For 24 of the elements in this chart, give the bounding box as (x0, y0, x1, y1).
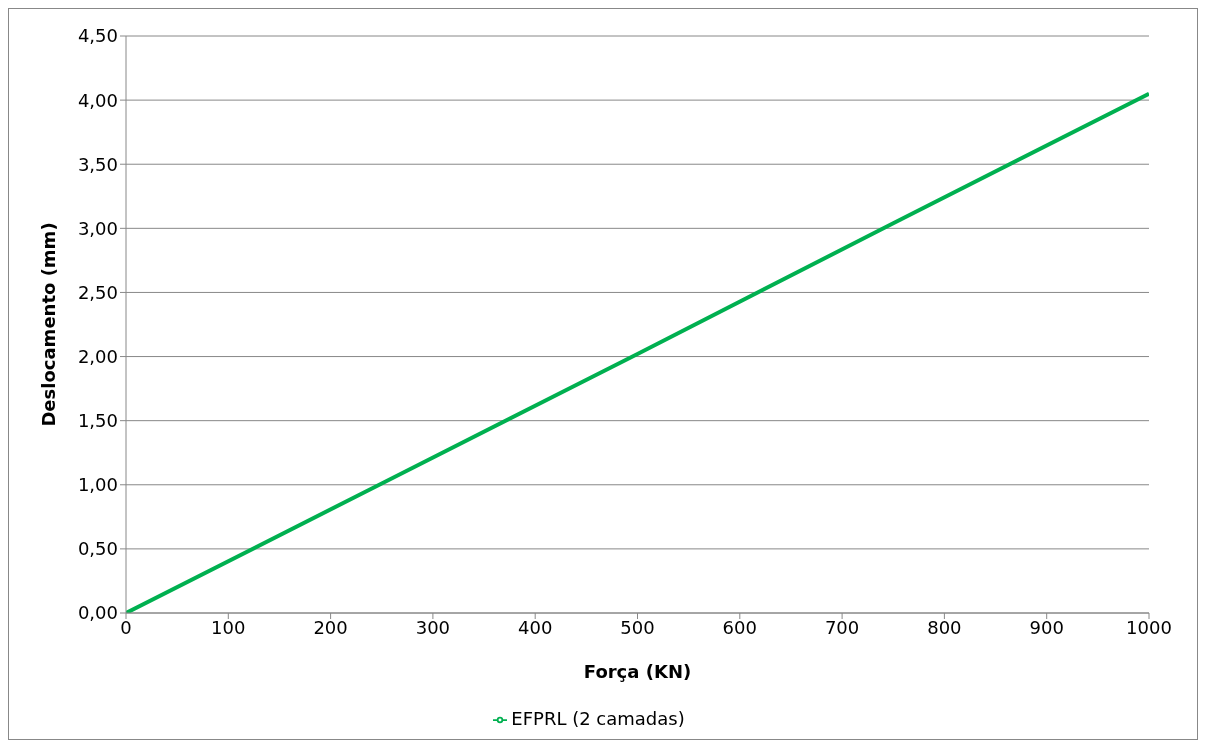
x-tick-label: 500 (620, 616, 655, 638)
x-tick-label: 300 (415, 616, 451, 638)
x-tick-label: 100 (211, 616, 246, 638)
y-axis-title: Deslocamento (mm) (38, 222, 60, 427)
x-tick-label: 0 (120, 616, 132, 638)
legend-label: EFPRL (2 camadas) (511, 708, 685, 729)
x-tick-label: 600 (722, 616, 757, 638)
x-tick-label: 400 (518, 616, 553, 638)
x-tick-label: 700 (824, 616, 860, 638)
y-tick-label: 2,00 (77, 345, 118, 367)
x-axis-title: Força (KN) (583, 661, 692, 682)
x-tick-label: 800 (927, 616, 962, 638)
y-tick-label: 0,50 (77, 538, 118, 560)
y-tick-label: 1,50 (77, 410, 118, 432)
y-tick-label: 3,50 (77, 153, 118, 175)
y-tick-label: 0,00 (77, 602, 118, 624)
x-tick-label: 200 (313, 616, 348, 638)
y-tick-label: 1,00 (77, 474, 118, 496)
y-tick-label: 2,50 (77, 281, 118, 303)
y-tick-label: 4,50 (77, 25, 118, 47)
x-tick-label: 1000 (1126, 616, 1172, 638)
y-tick-label: 3,00 (77, 217, 118, 239)
y-tick-label: 4,00 (77, 89, 118, 111)
x-tick-label: 900 (1029, 616, 1064, 638)
